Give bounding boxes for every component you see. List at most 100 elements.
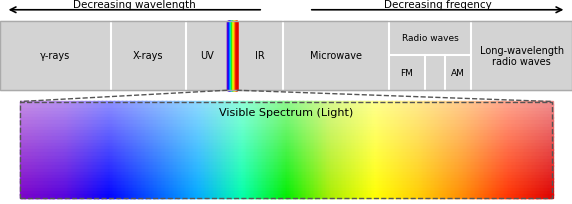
Bar xyxy=(442,150,443,153)
Bar xyxy=(64,172,66,175)
Bar xyxy=(320,162,323,166)
Bar xyxy=(537,121,539,124)
Bar xyxy=(518,146,519,150)
Bar xyxy=(269,143,271,147)
Bar xyxy=(113,178,115,182)
Bar xyxy=(468,194,470,198)
Bar xyxy=(490,127,491,131)
Bar xyxy=(431,156,433,160)
Bar xyxy=(498,194,499,198)
Bar xyxy=(286,105,288,108)
Bar xyxy=(285,146,287,150)
Bar xyxy=(24,194,26,198)
Bar xyxy=(41,134,43,137)
Bar xyxy=(31,102,33,105)
Bar xyxy=(228,175,229,179)
Bar xyxy=(258,140,260,144)
Bar xyxy=(53,159,55,163)
Bar xyxy=(519,191,521,195)
Bar xyxy=(164,178,165,182)
Bar xyxy=(418,111,420,115)
Bar xyxy=(130,178,132,182)
Bar xyxy=(61,105,63,108)
Bar xyxy=(194,178,196,182)
Bar xyxy=(206,182,208,185)
Bar xyxy=(24,105,26,108)
Bar xyxy=(196,188,197,192)
Bar xyxy=(299,178,301,182)
Bar xyxy=(440,191,442,195)
Bar xyxy=(41,130,43,134)
Bar xyxy=(283,102,285,105)
Bar xyxy=(160,134,161,137)
Bar xyxy=(422,175,423,179)
Bar xyxy=(122,150,124,153)
Bar xyxy=(495,162,496,166)
Bar xyxy=(220,111,221,115)
Bar xyxy=(312,121,315,124)
Bar xyxy=(527,172,529,175)
Bar xyxy=(205,143,206,147)
Bar xyxy=(177,185,179,188)
Bar xyxy=(444,150,446,153)
Bar xyxy=(362,159,364,163)
Bar xyxy=(440,121,442,124)
Bar xyxy=(230,102,232,105)
Bar xyxy=(407,121,409,124)
Bar xyxy=(158,182,160,185)
Bar xyxy=(462,111,463,115)
Bar xyxy=(426,194,427,198)
Bar xyxy=(36,156,38,160)
Bar xyxy=(533,124,535,128)
Bar xyxy=(53,178,55,182)
Bar xyxy=(291,153,293,156)
Bar xyxy=(354,118,356,121)
Bar xyxy=(267,130,269,134)
Bar xyxy=(146,182,148,185)
Bar xyxy=(136,124,138,128)
Bar xyxy=(359,165,361,169)
Bar xyxy=(244,127,245,131)
Bar xyxy=(206,178,208,182)
Bar xyxy=(399,182,401,185)
Bar xyxy=(402,105,404,108)
Bar xyxy=(62,114,65,118)
Bar xyxy=(290,194,292,198)
Bar xyxy=(253,105,255,108)
Bar xyxy=(492,191,494,195)
Bar xyxy=(282,134,284,137)
Bar xyxy=(212,137,213,140)
Bar xyxy=(527,185,529,188)
Bar xyxy=(299,102,301,105)
Bar xyxy=(404,165,406,169)
Bar xyxy=(442,162,443,166)
Bar xyxy=(33,175,35,179)
Bar xyxy=(323,137,325,140)
Bar xyxy=(53,105,55,108)
Bar xyxy=(428,130,430,134)
Bar xyxy=(536,114,538,118)
Bar xyxy=(331,130,333,134)
Bar xyxy=(305,159,307,163)
Bar xyxy=(39,191,41,195)
Bar xyxy=(456,140,458,144)
Bar xyxy=(310,127,312,131)
Bar xyxy=(498,162,499,166)
Bar xyxy=(492,111,494,115)
Bar xyxy=(189,150,191,153)
Bar xyxy=(237,172,239,175)
Bar xyxy=(374,114,376,118)
Bar xyxy=(60,114,62,118)
Bar xyxy=(82,118,85,121)
Bar xyxy=(138,105,140,108)
Bar xyxy=(312,185,315,188)
Bar xyxy=(250,146,252,150)
Bar xyxy=(77,159,79,163)
Bar xyxy=(503,114,505,118)
Bar xyxy=(483,137,484,140)
Bar xyxy=(336,114,339,118)
Bar xyxy=(295,165,297,169)
Bar xyxy=(45,169,47,172)
Bar xyxy=(460,165,462,169)
Bar xyxy=(314,150,316,153)
